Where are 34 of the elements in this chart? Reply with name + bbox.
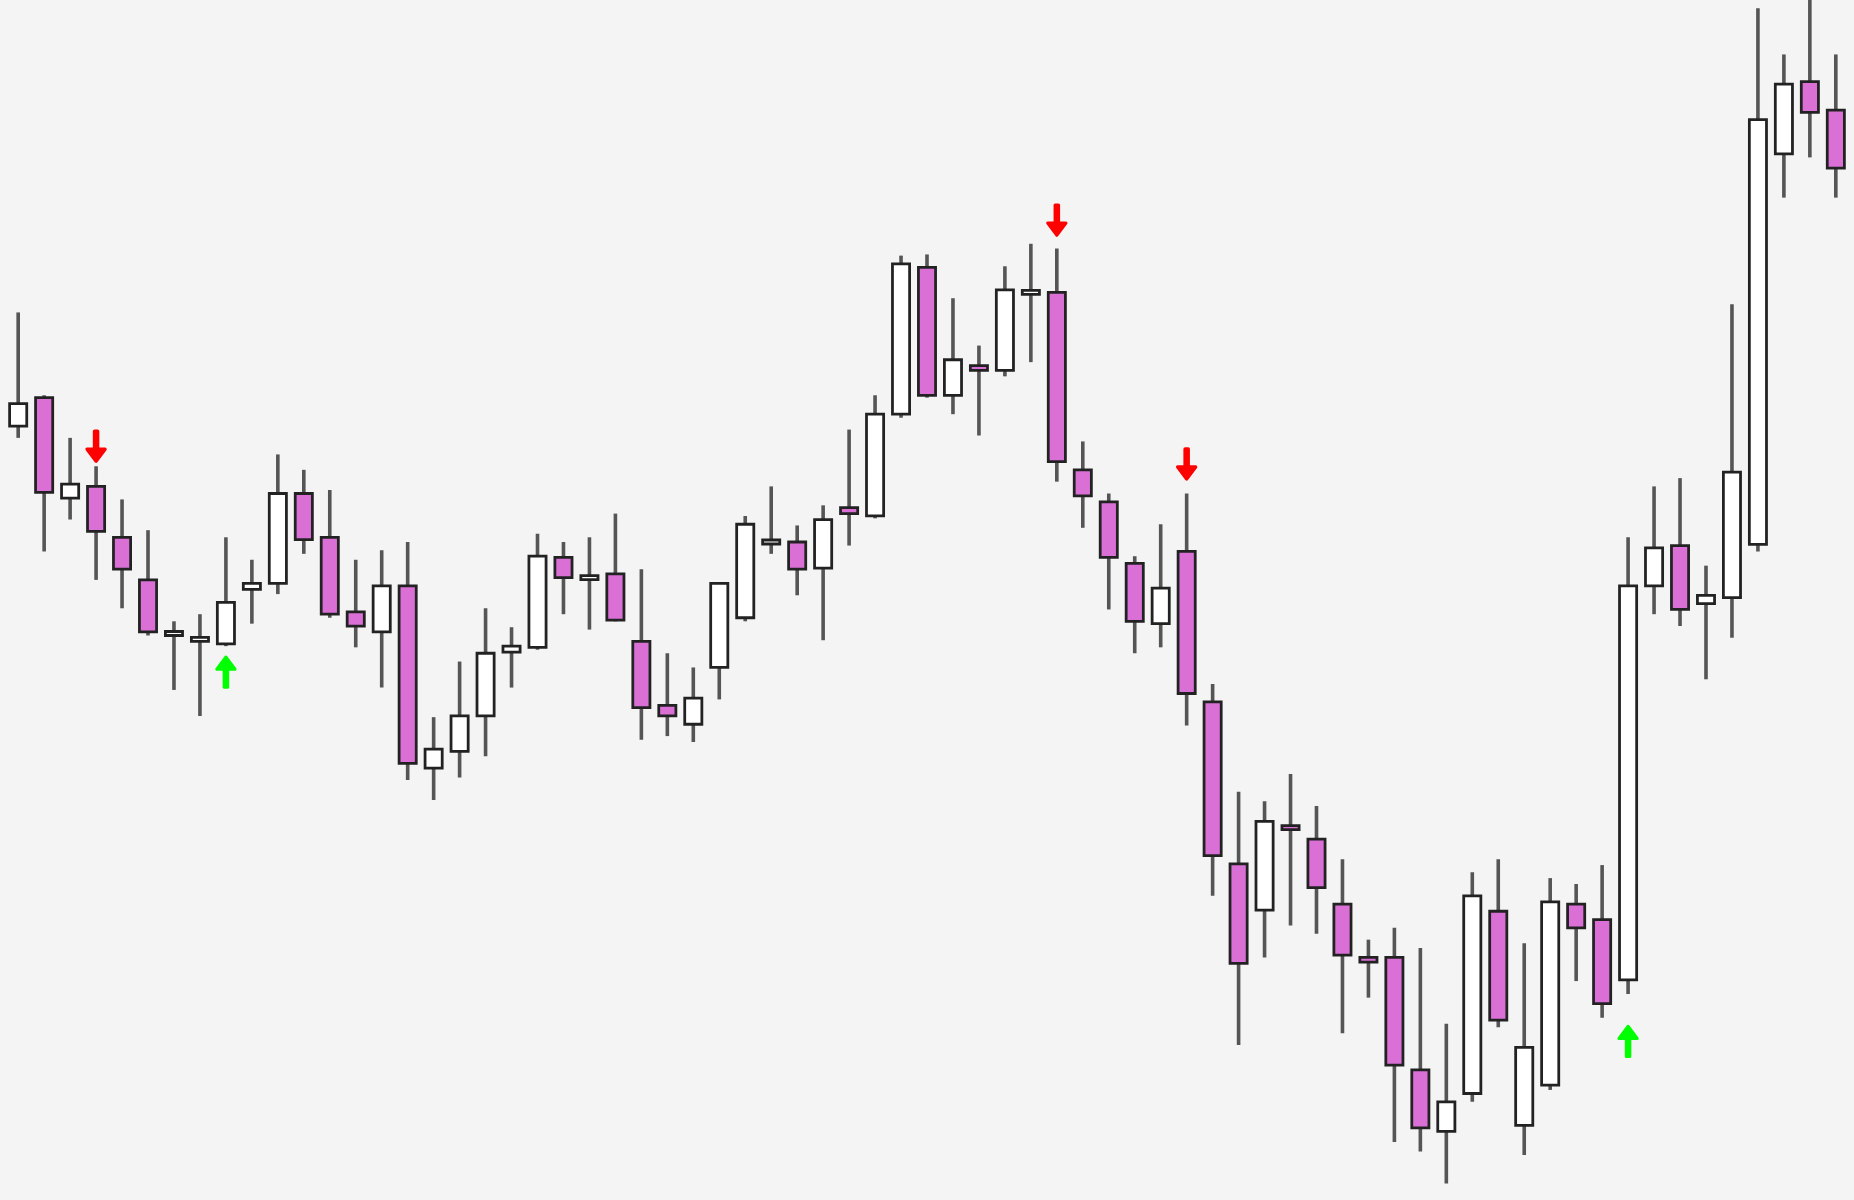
candlestick (1696, 563, 1716, 682)
candlestick (1799, 0, 1820, 160)
candlestick (761, 484, 782, 556)
candlestick (215, 535, 236, 648)
candlestick (968, 343, 989, 438)
candlestick (293, 468, 314, 556)
candlestick (164, 619, 184, 692)
candlestick (579, 535, 600, 632)
candlestick (1358, 937, 1379, 1000)
candlestick (501, 625, 522, 690)
candlestick (683, 665, 704, 744)
candlestick (241, 557, 262, 626)
candlestick (1072, 439, 1093, 530)
candlestick (787, 523, 808, 598)
candlestick (1150, 522, 1171, 650)
candlestick (423, 715, 444, 802)
candlestick (657, 651, 678, 738)
candlestick (371, 548, 392, 690)
candlestick (345, 557, 366, 650)
candlestick (1566, 882, 1587, 983)
candlestick (1644, 484, 1665, 617)
candlestick (1020, 241, 1041, 364)
candlestick (839, 427, 860, 548)
candlestick (553, 540, 574, 617)
candlestick (1280, 772, 1301, 928)
candlestick (605, 511, 626, 624)
candlestick (943, 296, 963, 417)
candlestick (1436, 1021, 1457, 1186)
candlestick (60, 436, 81, 522)
candlestick (449, 659, 470, 780)
candlestick (86, 464, 107, 582)
candlestick (189, 612, 210, 718)
candlestick (8, 310, 29, 440)
candlestick (112, 497, 132, 611)
